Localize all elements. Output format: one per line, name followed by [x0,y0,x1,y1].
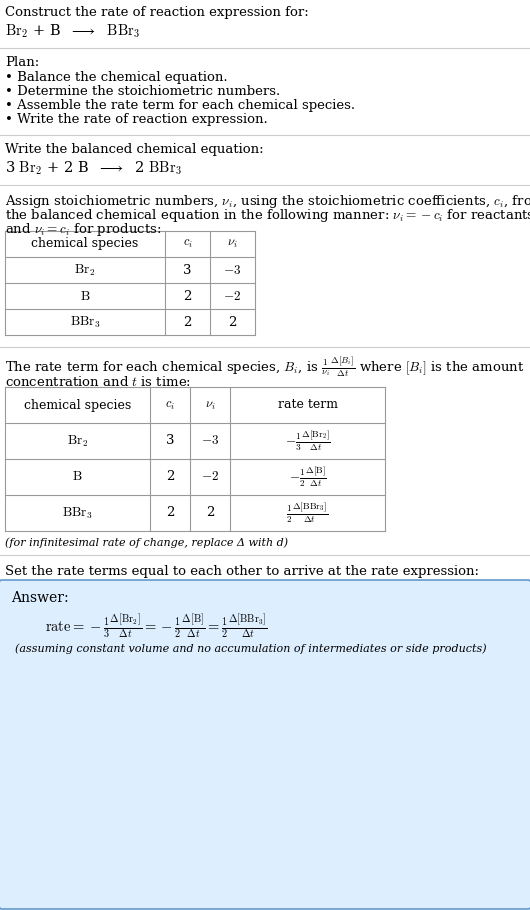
Text: Write the balanced chemical equation:: Write the balanced chemical equation: [5,143,263,156]
Text: $-3$: $-3$ [223,264,242,277]
Text: • Write the rate of reaction expression.: • Write the rate of reaction expression. [5,113,268,126]
Text: $c_i$: $c_i$ [182,238,192,250]
Text: 2: 2 [166,470,174,483]
Text: 2: 2 [183,289,192,302]
Text: $\mathrm{BBr_3}$: $\mathrm{BBr_3}$ [62,505,93,521]
Text: 3: 3 [166,434,174,448]
Text: • Balance the chemical equation.: • Balance the chemical equation. [5,71,227,84]
Text: $\frac{1}{2}\frac{\Delta[\mathrm{BBr_3}]}{\Delta t}$: $\frac{1}{2}\frac{\Delta[\mathrm{BBr_3}]… [287,501,329,525]
Text: Set the rate terms equal to each other to arrive at the rate expression:: Set the rate terms equal to each other t… [5,565,479,578]
Text: 3 $\mathrm{Br_2}$ + 2 B  $\longrightarrow$  2 $\mathrm{BBr_3}$: 3 $\mathrm{Br_2}$ + 2 B $\longrightarrow… [5,159,182,177]
Text: 2: 2 [166,507,174,520]
Text: $\mathrm{BBr_3}$: $\mathrm{BBr_3}$ [69,314,100,329]
Text: $-\frac{1}{3}\frac{\Delta[\mathrm{Br_2}]}{\Delta t}$: $-\frac{1}{3}\frac{\Delta[\mathrm{Br_2}]… [285,429,330,453]
Text: • Assemble the rate term for each chemical species.: • Assemble the rate term for each chemic… [5,99,355,112]
Text: $\nu_i$: $\nu_i$ [227,238,238,250]
Text: Construct the rate of reaction expression for:: Construct the rate of reaction expressio… [5,6,309,19]
Text: $\mathrm{Br_2}$: $\mathrm{Br_2}$ [74,262,95,278]
Text: concentration and $t$ is time:: concentration and $t$ is time: [5,375,191,389]
Text: $-\frac{1}{2}\frac{\Delta[\mathrm{B}]}{\Delta t}$: $-\frac{1}{2}\frac{\Delta[\mathrm{B}]}{\… [288,465,326,489]
Text: chemical species: chemical species [31,238,139,250]
Text: $\mathrm{B}$: $\mathrm{B}$ [80,289,90,302]
Text: the balanced chemical equation in the following manner: $\nu_i = -c_i$ for react: the balanced chemical equation in the fo… [5,207,530,224]
Text: and $\nu_i = c_i$ for products:: and $\nu_i = c_i$ for products: [5,221,162,238]
Text: $\nu_i$: $\nu_i$ [205,399,215,411]
Text: chemical species: chemical species [24,399,131,411]
Text: $-2$: $-2$ [224,289,242,302]
Text: Answer:: Answer: [11,591,68,605]
Text: $\mathrm{Br_2}$: $\mathrm{Br_2}$ [67,433,88,449]
Text: 3: 3 [183,264,192,277]
FancyBboxPatch shape [0,580,530,909]
Text: 2: 2 [183,316,192,329]
Text: • Determine the stoichiometric numbers.: • Determine the stoichiometric numbers. [5,85,280,98]
Text: The rate term for each chemical species, $B_i$, is $\frac{1}{\nu_i}\frac{\Delta[: The rate term for each chemical species,… [5,355,525,379]
Text: Assign stoichiometric numbers, $\nu_i$, using the stoichiometric coefficients, $: Assign stoichiometric numbers, $\nu_i$, … [5,193,530,210]
Text: (for infinitesimal rate of change, replace Δ with d): (for infinitesimal rate of change, repla… [5,537,288,548]
Text: 2: 2 [228,316,237,329]
Text: Plan:: Plan: [5,56,39,69]
Text: (assuming constant volume and no accumulation of intermediates or side products): (assuming constant volume and no accumul… [15,643,487,653]
Text: $-2$: $-2$ [201,470,219,483]
Text: $\mathrm{B}$: $\mathrm{B}$ [72,470,83,483]
Text: $\mathrm{Br_2}$ + B  $\longrightarrow$  $\mathrm{BBr_3}$: $\mathrm{Br_2}$ + B $\longrightarrow$ $\… [5,22,140,39]
Text: rate term: rate term [278,399,338,411]
Text: 2: 2 [206,507,214,520]
Text: $c_i$: $c_i$ [165,399,175,411]
Text: $\mathrm{rate} = -\frac{1}{3}\frac{\Delta[\mathrm{Br_2}]}{\Delta t} = -\frac{1}{: $\mathrm{rate} = -\frac{1}{3}\frac{\Delt… [45,613,268,641]
Text: $-3$: $-3$ [201,434,219,448]
